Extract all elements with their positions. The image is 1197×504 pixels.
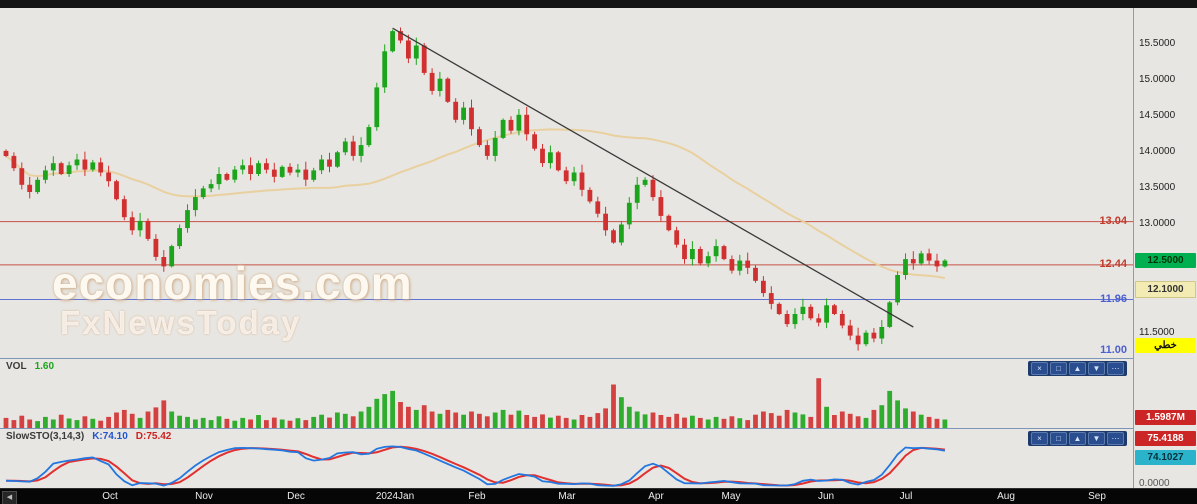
- stochastic-panel-header: SlowSTO(3,14,3) K:74.10 D:75.42: [6, 430, 171, 443]
- panel-close-button[interactable]: ×: [1031, 432, 1048, 445]
- price-tick-label: 15.5000: [1139, 38, 1176, 49]
- month-label: Apr: [648, 491, 664, 502]
- panel-menu-button[interactable]: ⋯: [1107, 432, 1124, 445]
- month-label: Sep: [1088, 491, 1106, 502]
- last-price-badge: 12.5000: [1135, 253, 1196, 268]
- volume-label: VOL: [6, 361, 27, 372]
- stochastic-zero-label: 0.0000: [1139, 478, 1170, 489]
- price-tick-label: 15.0000: [1139, 74, 1176, 85]
- volume-panel-toolbar: × □ ▲ ▼ ⋯: [1028, 361, 1127, 376]
- stochastic-k-label: K:74.10: [92, 431, 128, 442]
- panel-maximize-button[interactable]: □: [1050, 432, 1067, 445]
- price-chart-panel[interactable]: economies.com FxNewsToday 13.04 12.44 11.9…: [0, 8, 1133, 358]
- volume-panel[interactable]: VOL 1.60 × □ ▲ ▼ ⋯: [0, 358, 1133, 429]
- month-label: Mar: [558, 491, 576, 502]
- panel-move-down-button[interactable]: ▼: [1088, 432, 1105, 445]
- month-label: May: [721, 491, 741, 502]
- price-axis[interactable]: 15.5000 15.0000 14.5000 14.0000 13.5000 13.00…: [1133, 8, 1197, 489]
- stochastic-k-value-badge: 74.1027: [1135, 450, 1196, 465]
- ma-value-badge: 12.1000: [1135, 281, 1196, 298]
- volume-panel-header: VOL 1.60: [6, 360, 54, 373]
- month-label: Feb: [468, 491, 486, 502]
- volume-scale-label: 1.60: [34, 361, 55, 372]
- month-label: 2024Jan: [375, 491, 415, 502]
- month-label: Dec: [287, 491, 305, 502]
- price-line-label: 11.00: [1100, 344, 1127, 356]
- panel-maximize-button[interactable]: □: [1050, 362, 1067, 375]
- month-label: Nov: [195, 491, 213, 502]
- stochastic-panel-toolbar: × □ ▲ ▼ ⋯: [1028, 431, 1127, 446]
- month-label: Jul: [899, 491, 913, 502]
- chart-type-badge[interactable]: خطي: [1135, 338, 1196, 353]
- month-label: Aug: [997, 491, 1015, 502]
- scroll-left-button[interactable]: ◀: [2, 491, 17, 504]
- panel-move-down-button[interactable]: ▼: [1088, 362, 1105, 375]
- panel-move-up-button[interactable]: ▲: [1069, 432, 1086, 445]
- price-tick-label: 13.0000: [1139, 218, 1176, 229]
- price-tick-label: 14.5000: [1139, 110, 1176, 121]
- stochastic-d-value-badge: 75.4188: [1135, 431, 1196, 446]
- panel-move-up-button[interactable]: ▲: [1069, 362, 1086, 375]
- panel-menu-button[interactable]: ⋯: [1107, 362, 1124, 375]
- price-tick-label: 11.5000: [1139, 327, 1175, 338]
- window-top-border: [0, 0, 1197, 8]
- time-axis[interactable]: ◀ Oct Nov Dec 2024Jan Feb Mar Apr May Jun Jul Aug S…: [0, 488, 1197, 504]
- stochastic-d-label: D:75.42: [135, 431, 172, 442]
- panel-close-button[interactable]: ×: [1031, 362, 1048, 375]
- price-line-label: 13.04: [1099, 215, 1127, 227]
- volume-bars-chart[interactable]: [0, 373, 1133, 429]
- stochastic-chart[interactable]: [0, 443, 1133, 489]
- price-tick-label: 13.5000: [1139, 182, 1176, 193]
- volume-value-badge: 1.5987M: [1135, 410, 1196, 425]
- candlestick-chart[interactable]: [0, 8, 1133, 358]
- price-line-label: 11.96: [1100, 293, 1127, 305]
- price-line-label: 12.44: [1099, 258, 1127, 270]
- stochastic-label: SlowSTO(3,14,3): [6, 431, 85, 442]
- price-tick-label: 14.0000: [1139, 146, 1176, 157]
- stochastic-panel[interactable]: SlowSTO(3,14,3) K:74.10 D:75.42 × □ ▲ ▼ ⋯: [0, 428, 1133, 488]
- month-label: Jun: [817, 491, 835, 502]
- month-label: Oct: [102, 491, 118, 502]
